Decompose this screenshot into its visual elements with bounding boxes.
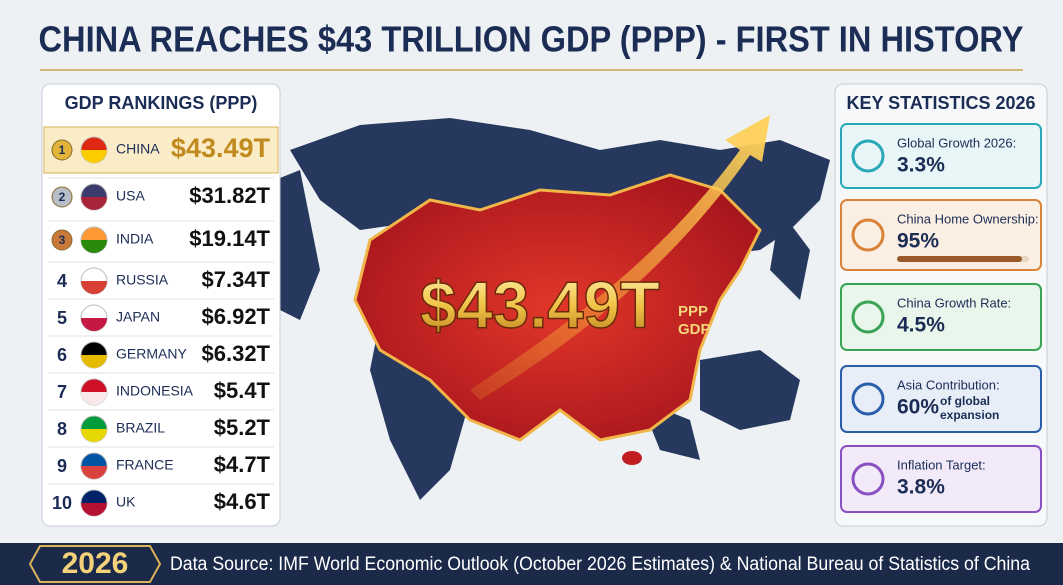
stat-label: China Home Ownership:: [897, 211, 1039, 226]
growth-arrow: [470, 115, 770, 400]
stat-card: [840, 199, 1042, 271]
map-unit-top: PPP: [678, 303, 708, 320]
stats-cards: Global Growth 2026: 3.3% China Home Owners…: [840, 123, 1042, 513]
rank: 8: [57, 419, 67, 439]
stat-icon: [851, 139, 885, 173]
stat-value: 3.3%: [897, 154, 945, 177]
rank: 10: [52, 493, 72, 513]
stat-label: China Growth Rate:: [897, 295, 1011, 310]
country: RUSSIA: [116, 272, 169, 288]
footer-band: [0, 543, 1063, 585]
stat-note: expansion: [940, 408, 999, 422]
title: CHINA REACHES $43 TRILLION GDP (PPP) - F…: [39, 19, 1024, 60]
stat-card: [840, 283, 1042, 351]
rank: 4: [57, 271, 67, 291]
country: INDIA: [116, 231, 154, 247]
stat-icon: [851, 300, 885, 334]
land: [700, 350, 800, 430]
rankings-title: GDP RANKINGS (PPP): [65, 93, 258, 113]
rank: 7: [57, 382, 67, 402]
land: [770, 210, 810, 300]
gdp-value: $5.4T: [214, 378, 271, 403]
gdp-value: $31.82T: [189, 183, 270, 208]
gdp-value: $19.14T: [189, 226, 270, 251]
gdp-value: $4.7T: [214, 452, 271, 477]
map-value: $43.49T: [420, 267, 660, 341]
year-badge: [28, 545, 162, 583]
map-unit-bottom: GDP: [678, 321, 711, 338]
country: INDONESIA: [116, 383, 194, 399]
stat-card: [840, 123, 1042, 189]
china-highlight: [353, 173, 762, 442]
stat-value: 3.8%: [897, 476, 945, 499]
gdp-value: $7.34T: [202, 267, 271, 292]
stat-icon: [851, 462, 885, 496]
gdp-value: $5.2T: [214, 415, 271, 440]
flag-detail: [81, 503, 107, 516]
rankings-rows: 1 CHINA $43.49T 2 USA $31.82T 3 INDIA $19.14T 4 RU…: [48, 133, 274, 517]
country: FRANCE: [116, 457, 174, 473]
stat-label: Inflation Target:: [897, 457, 986, 472]
flag-detail: [81, 318, 107, 331]
gdp-value: $6.92T: [202, 304, 271, 329]
country: GERMANY: [116, 346, 187, 362]
stat-label: Asia Contribution:: [897, 377, 1000, 392]
progress-fill: [897, 256, 1022, 262]
footer-year: 2026: [62, 547, 129, 580]
flag-detail: [81, 197, 107, 210]
rank: 2: [59, 190, 66, 204]
medal: [51, 186, 73, 208]
gdp-value: $4.6T: [214, 489, 271, 514]
world-map: [230, 115, 830, 500]
country: JAPAN: [116, 309, 160, 325]
rank: 3: [59, 233, 66, 247]
gdp-value: $6.32T: [202, 341, 271, 366]
hainan: [622, 451, 642, 465]
country: CHINA: [116, 141, 160, 157]
stat-value: 95%: [897, 230, 939, 253]
country: USA: [116, 188, 145, 204]
stats-title: KEY STATISTICS 2026: [846, 93, 1035, 113]
rank: 5: [57, 308, 67, 328]
stat-card: [840, 445, 1042, 513]
flag-detail: [81, 240, 107, 253]
stat-icon: [851, 218, 885, 252]
stat-value: 60%: [897, 396, 939, 419]
flag-detail: [81, 429, 107, 442]
flag-detail: [81, 281, 107, 294]
stat-icon: [851, 382, 885, 416]
country: UK: [116, 494, 136, 510]
stat-card: [840, 365, 1042, 433]
country: BRAZIL: [116, 420, 165, 436]
flag-detail: [81, 392, 107, 405]
footer-source: Data Source: IMF World Economic Outlook …: [170, 554, 1030, 575]
flag-detail: [81, 355, 107, 368]
stat-value: 4.5%: [897, 314, 945, 337]
stat-note: of global: [940, 394, 990, 408]
flag-detail: [81, 466, 107, 479]
gdp-value: $43.49T: [171, 133, 271, 163]
medal: [51, 139, 73, 161]
rank: 6: [57, 345, 67, 365]
rank: 1: [59, 143, 66, 157]
medal: [51, 229, 73, 251]
flag-detail: [81, 150, 107, 163]
stat-label: Global Growth 2026:: [897, 135, 1016, 150]
rank: 9: [57, 456, 67, 476]
